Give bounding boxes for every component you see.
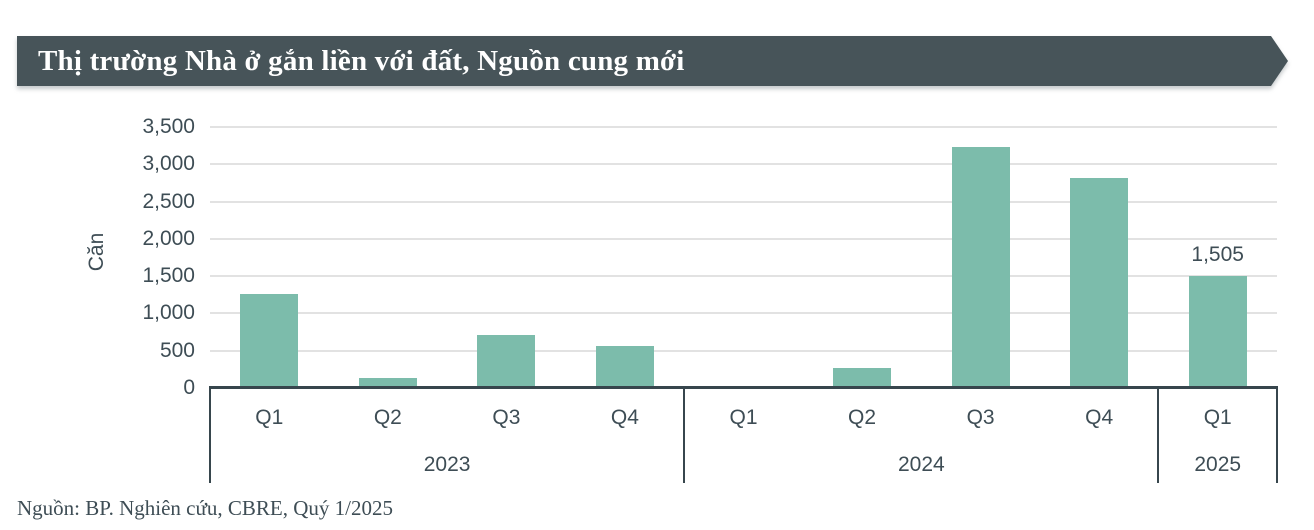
year-group-divider [1276,386,1278,483]
y-axis-title: Căn [85,232,108,271]
y-gridline [210,200,1277,203]
x-axis-category-label: Q4 [610,406,639,429]
y-gridline [210,312,1277,315]
bar-q1-2025 [1188,275,1247,388]
chart-title: Thị trường Nhà ở gắn liền với đất, Nguồn… [38,44,685,77]
y-axis-tick-label: 500 [159,338,195,362]
x-axis-category-label: Q2 [373,406,402,429]
bar-q2-2024 [833,367,892,388]
x-axis-year-label: 2023 [423,453,471,476]
bar-value-label: 1,505 [1191,242,1244,266]
y-gridline [210,163,1277,166]
y-axis-tick-label: 2,000 [142,226,195,250]
y-axis-tick-label: 1,000 [142,301,195,325]
x-axis-category-label: Q1 [1203,406,1232,429]
y-gridline [210,275,1277,278]
year-group-divider [209,386,211,483]
chart-title-banner: Thị trường Nhà ở gắn liền với đất, Nguồn… [17,36,1288,86]
x-axis-category-label: Q3 [492,406,521,429]
x-axis-category-label: Q1 [729,406,758,429]
bar-q4-2024 [1070,177,1129,388]
bar-q4-2023 [595,346,654,388]
y-gridline [210,349,1277,352]
source-note: Nguồn: BP. Nghiên cứu, CBRE, Quý 1/2025 [17,496,393,520]
x-axis-line [209,386,1278,389]
bar-q3-2023 [477,335,536,388]
x-axis-category-label: Q3 [966,406,995,429]
y-axis-tick-label: 3,000 [142,152,195,176]
x-axis-category-label: Q2 [848,406,877,429]
year-group-divider [1157,386,1160,483]
x-axis-category-label: Q4 [1085,406,1114,429]
x-axis-category-label: Q1 [255,406,284,429]
x-axis-year-label: 2024 [897,453,945,476]
y-axis-tick-label: 0 [183,376,195,399]
bar-q3-2024 [951,147,1010,388]
y-gridline [210,237,1277,240]
y-axis-tick-label: 2,500 [142,189,195,213]
year-group-divider [683,386,686,483]
y-gridline [210,126,1277,128]
bar-q1-2023 [240,294,299,388]
x-axis-year-label: 2025 [1194,453,1242,476]
banner-arrow-shape: Thị trường Nhà ở gắn liền với đất, Nguồn… [17,36,1288,86]
y-axis-tick-label: 1,500 [142,264,195,288]
y-axis-tick-label: 3,500 [142,115,195,138]
bar-q2-2023 [358,377,417,388]
